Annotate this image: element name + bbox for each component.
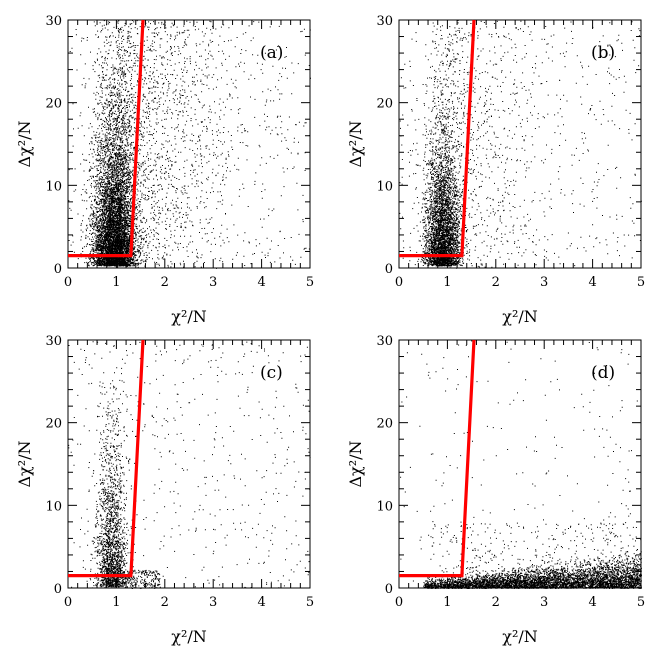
axis-ticks [398,19,642,269]
y-tick-label: 30 [376,334,393,349]
y-tick-label: 20 [376,417,393,432]
x-tick-label: 1 [443,275,451,290]
x-tick-label: 1 [112,595,120,610]
y-tick-labels: 0 10 20 30 [45,334,62,597]
x-tick-label: 1 [443,595,451,610]
y-tick-labels: 0 10 20 30 [45,14,62,277]
scatter-points [399,20,642,269]
x-tick-label: 2 [161,275,169,290]
x-tick-label: 5 [306,595,314,610]
y-tick-label: 0 [385,582,393,597]
panel-b: 0 1 2 3 4 5 0 10 20 30 (b) χ²/N Δχ²/N [346,14,645,326]
y-tick-label: 30 [45,334,62,349]
panel-d: 0 1 2 3 4 5 0 10 20 30 (d) χ²/N Δχ²/N [346,334,645,646]
y-axis-label: Δχ²/N [15,120,34,167]
y-axis-label: Δχ²/N [346,440,365,487]
x-axis-label: χ²/N [502,307,538,326]
x-tick-label: 2 [492,275,500,290]
x-tick-label: 2 [161,595,169,610]
plot-frame [67,339,311,589]
x-tick-label: 5 [637,595,645,610]
panel-c: 0 1 2 3 4 5 0 10 20 30 (c) χ²/N Δχ²/N [15,334,314,646]
x-tick-label: 5 [637,275,645,290]
x-tick-label: 1 [112,275,120,290]
y-tick-label: 20 [376,97,393,112]
x-tick-label: 4 [588,275,596,290]
y-tick-label: 0 [385,262,393,277]
y-tick-label: 0 [54,582,62,597]
scatter-points [68,20,311,269]
x-tick-label: 3 [540,595,548,610]
scatter-point-cloud [399,20,642,269]
cut-line [399,339,476,578]
scatter-point-cloud [68,20,311,269]
y-axis-label: Δχ²/N [346,120,365,167]
x-tick-labels: 0 1 2 3 4 5 [395,275,645,290]
scatter-points [68,341,311,589]
y-axis-label: Δχ²/N [15,440,34,487]
panel-a: 0 1 2 3 4 5 0 10 20 30 (a) χ²/N Δχ²/N [15,14,314,326]
y-tick-label: 20 [45,97,62,112]
y-tick-label: 20 [45,417,62,432]
x-tick-label: 0 [64,595,72,610]
scatter-point-cloud [68,341,311,589]
x-tick-label: 0 [395,595,403,610]
x-tick-label: 3 [209,595,217,610]
y-tick-label: 0 [54,262,62,277]
y-tick-label: 10 [45,179,62,194]
panel-label: (d) [591,363,615,383]
y-tick-label: 10 [376,179,393,194]
x-tick-labels: 0 1 2 3 4 5 [64,275,314,290]
x-tick-label: 3 [209,275,217,290]
y-tick-labels: 0 10 20 30 [376,334,393,597]
y-tick-label: 30 [45,14,62,29]
y-tick-label: 30 [376,14,393,29]
panel-label: (c) [260,363,283,383]
axis-ticks [67,339,311,589]
x-tick-label: 0 [395,275,403,290]
x-tick-labels: 0 1 2 3 4 5 [395,595,645,610]
x-axis-label: χ²/N [171,627,207,646]
y-tick-label: 10 [376,499,393,514]
axis-ticks [67,19,311,269]
x-tick-label: 4 [588,595,596,610]
cut-line [68,19,145,258]
y-tick-labels: 0 10 20 30 [376,14,393,277]
x-tick-label: 0 [64,275,72,290]
x-tick-label: 2 [492,595,500,610]
x-tick-label: 3 [540,275,548,290]
cut-line [399,19,476,258]
x-tick-label: 5 [306,275,314,290]
y-tick-label: 10 [45,499,62,514]
x-axis-label: χ²/N [171,307,207,326]
axis-ticks [398,339,642,589]
plot-frame [67,19,311,269]
panel-label: (b) [591,43,615,63]
cut-line [68,339,145,578]
panel-label: (a) [260,43,283,63]
x-axis-label: χ²/N [502,627,538,646]
x-tick-label: 4 [257,595,265,610]
x-tick-label: 4 [257,275,265,290]
x-tick-labels: 0 1 2 3 4 5 [64,595,314,610]
plot-frame [398,19,642,269]
